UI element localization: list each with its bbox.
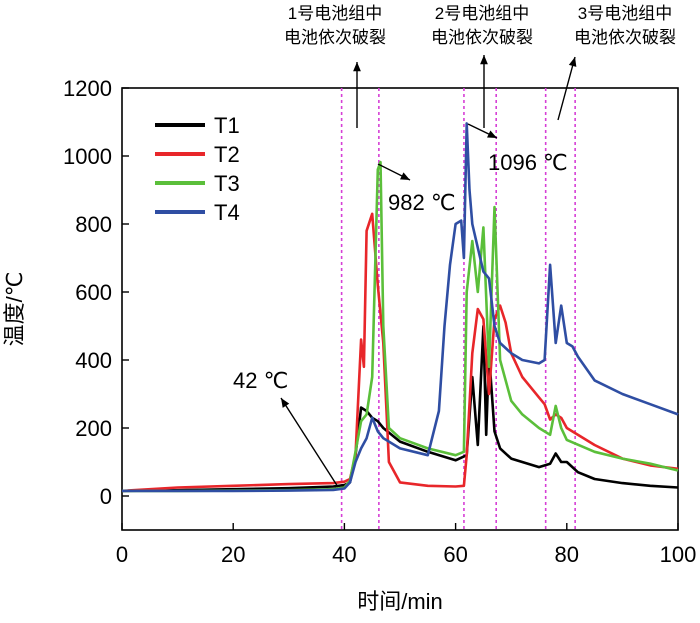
y-tick-label: 1000 <box>63 144 112 169</box>
event-annotation-line1-3: 3号电池组中 <box>578 4 672 23</box>
event-arrow-2-head <box>480 55 488 65</box>
event-arrow-3 <box>557 56 576 121</box>
annotation-42c-arrow-head <box>281 398 290 408</box>
y-axis-label: 温度/℃ <box>2 272 27 347</box>
x-tick-label: 40 <box>332 542 356 567</box>
event-annotation-line2-2: 电池依次破裂 <box>431 28 533 47</box>
x-axis-label: 时间/min <box>357 589 443 614</box>
x-tick-label: 20 <box>221 542 245 567</box>
legend-label-t2: T2 <box>214 142 240 167</box>
legend-label-t4: T4 <box>214 200 240 225</box>
plot-frame <box>121 87 679 531</box>
y-tick-label: 800 <box>75 212 112 237</box>
x-tick-label: 60 <box>443 542 467 567</box>
annotation-982c: 982 ℃ <box>388 190 456 215</box>
event-arrow-1-head <box>353 62 361 72</box>
x-tick-label: 100 <box>660 542 697 567</box>
y-tick-label: 400 <box>75 348 112 373</box>
annotation-982c-arrow-head <box>400 172 410 180</box>
y-tick-label: 0 <box>100 484 112 509</box>
x-tick-label: 80 <box>555 542 579 567</box>
event-annotation-line2-1: 电池依次破裂 <box>284 28 386 47</box>
y-tick-label: 1200 <box>63 76 112 101</box>
annotation-1096c-arrow-head <box>487 130 497 138</box>
event-annotation-line1-2: 2号电池组中 <box>435 4 529 23</box>
series-line-t1 <box>121 324 679 493</box>
event-arrow-3-head <box>568 57 577 67</box>
y-tick-label: 600 <box>75 280 112 305</box>
event-annotation-line1-1: 1号电池组中 <box>288 4 382 23</box>
annotation-42c: 42 ℃ <box>233 368 288 393</box>
legend-label-t3: T3 <box>214 171 240 196</box>
annotation-1096c: 1096 ℃ <box>488 150 568 175</box>
legend-label-t1: T1 <box>214 113 240 138</box>
event-annotation-line2-3: 电池依次破裂 <box>574 28 676 47</box>
x-tick-label: 0 <box>116 542 128 567</box>
series-line-t4 <box>122 122 679 493</box>
annotation-42c-arrow <box>280 397 339 488</box>
y-tick-label: 200 <box>75 416 112 441</box>
